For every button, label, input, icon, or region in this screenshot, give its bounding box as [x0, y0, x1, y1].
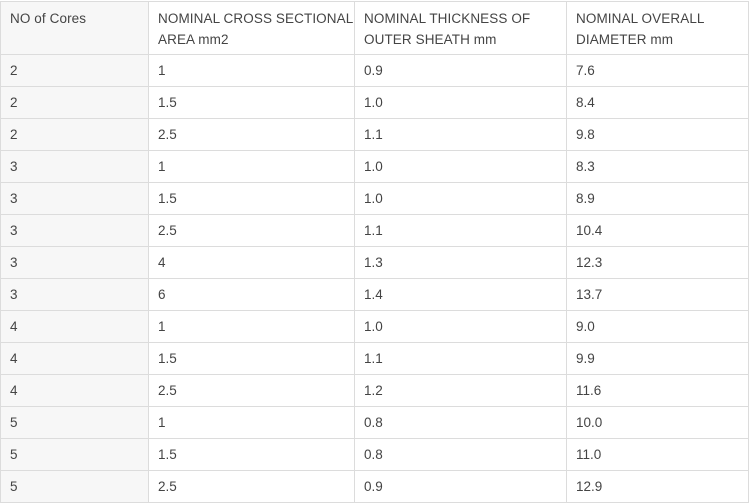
cell-cross-sectional-area: 6 [148, 278, 355, 311]
cell-cross-sectional-area: 1.5 [148, 438, 355, 471]
cell-overall-diameter: 9.0 [566, 310, 749, 343]
cell-cores: 4 [0, 310, 149, 343]
table-row: 2 1 0.9 7.6 [0, 54, 749, 87]
table-row: 3 6 1.4 13.7 [0, 278, 749, 311]
cell-overall-diameter: 8.3 [566, 150, 749, 183]
cell-cores: 3 [0, 150, 149, 183]
cell-overall-diameter: 7.6 [566, 54, 749, 87]
cell-sheath-thickness: 0.8 [354, 438, 567, 471]
header-cross-sectional-area: NOMINAL CROSS SECTIONAL AREA mm2 [148, 1, 355, 55]
table-row: 3 1.5 1.0 8.9 [0, 182, 749, 215]
cell-cross-sectional-area: 2.5 [148, 470, 355, 503]
cell-overall-diameter: 9.9 [566, 342, 749, 375]
cell-sheath-thickness: 1.0 [354, 310, 567, 343]
header-sheath-thickness: NOMINAL THICKNESS OF OUTER SHEATH mm [354, 1, 567, 55]
cell-sheath-thickness: 0.8 [354, 406, 567, 439]
cell-overall-diameter: 8.9 [566, 182, 749, 215]
cell-overall-diameter: 10.0 [566, 406, 749, 439]
header-overall-diameter: NOMINAL OVERALL DIAMETER mm [566, 1, 749, 55]
table-row: 3 4 1.3 12.3 [0, 246, 749, 279]
cell-cores: 5 [0, 438, 149, 471]
table-row: 5 2.5 0.9 12.9 [0, 470, 749, 503]
cell-overall-diameter: 11.0 [566, 438, 749, 471]
cell-sheath-thickness: 1.1 [354, 342, 567, 375]
cell-overall-diameter: 12.9 [566, 470, 749, 503]
cell-cross-sectional-area: 4 [148, 246, 355, 279]
cell-sheath-thickness: 1.0 [354, 150, 567, 183]
cell-sheath-thickness: 1.2 [354, 374, 567, 407]
cell-overall-diameter: 10.4 [566, 214, 749, 247]
cell-cores: 3 [0, 246, 149, 279]
cell-sheath-thickness: 1.3 [354, 246, 567, 279]
cell-cross-sectional-area: 1.5 [148, 182, 355, 215]
table-row: 4 1.5 1.1 9.9 [0, 342, 749, 375]
cell-sheath-thickness: 1.0 [354, 182, 567, 215]
cell-cores: 4 [0, 374, 149, 407]
cell-overall-diameter: 8.4 [566, 86, 749, 119]
cell-overall-diameter: 13.7 [566, 278, 749, 311]
cell-cores: 3 [0, 278, 149, 311]
cell-overall-diameter: 11.6 [566, 374, 749, 407]
cell-cross-sectional-area: 2.5 [148, 214, 355, 247]
cell-cores: 3 [0, 214, 149, 247]
cell-cross-sectional-area: 1 [148, 310, 355, 343]
table-header-row: NO of Cores NOMINAL CROSS SECTIONAL AREA… [0, 1, 749, 55]
table-row: 5 1 0.8 10.0 [0, 406, 749, 439]
cell-sheath-thickness: 1.0 [354, 86, 567, 119]
cell-sheath-thickness: 1.4 [354, 278, 567, 311]
table-row: 4 2.5 1.2 11.6 [0, 374, 749, 407]
table-row: 4 1 1.0 9.0 [0, 310, 749, 343]
cell-cross-sectional-area: 2.5 [148, 118, 355, 151]
header-no-of-cores: NO of Cores [0, 1, 149, 55]
table-row: 2 2.5 1.1 9.8 [0, 118, 749, 151]
cell-cross-sectional-area: 1 [148, 150, 355, 183]
cell-cores: 5 [0, 470, 149, 503]
table-row: 3 1 1.0 8.3 [0, 150, 749, 183]
cell-cores: 2 [0, 54, 149, 87]
cell-sheath-thickness: 1.1 [354, 214, 567, 247]
cell-cross-sectional-area: 1.5 [148, 342, 355, 375]
table-row: 3 2.5 1.1 10.4 [0, 214, 749, 247]
cell-cores: 3 [0, 182, 149, 215]
table-body: 2 1 0.9 7.6 2 1.5 1.0 8.4 2 2.5 1.1 9.8 3 1 1.0 8.3 3 1.5… [0, 54, 749, 503]
cell-cross-sectional-area: 2.5 [148, 374, 355, 407]
cell-cores: 4 [0, 342, 149, 375]
cell-cores: 2 [0, 86, 149, 119]
cell-cross-sectional-area: 1 [148, 406, 355, 439]
cell-sheath-thickness: 0.9 [354, 470, 567, 503]
table-row: 2 1.5 1.0 8.4 [0, 86, 749, 119]
cell-overall-diameter: 12.3 [566, 246, 749, 279]
cell-overall-diameter: 9.8 [566, 118, 749, 151]
cell-cross-sectional-area: 1 [148, 54, 355, 87]
cell-cores: 5 [0, 406, 149, 439]
table-row: 5 1.5 0.8 11.0 [0, 438, 749, 471]
cell-cross-sectional-area: 1.5 [148, 86, 355, 119]
cell-sheath-thickness: 0.9 [354, 54, 567, 87]
cell-sheath-thickness: 1.1 [354, 118, 567, 151]
cell-cores: 2 [0, 118, 149, 151]
